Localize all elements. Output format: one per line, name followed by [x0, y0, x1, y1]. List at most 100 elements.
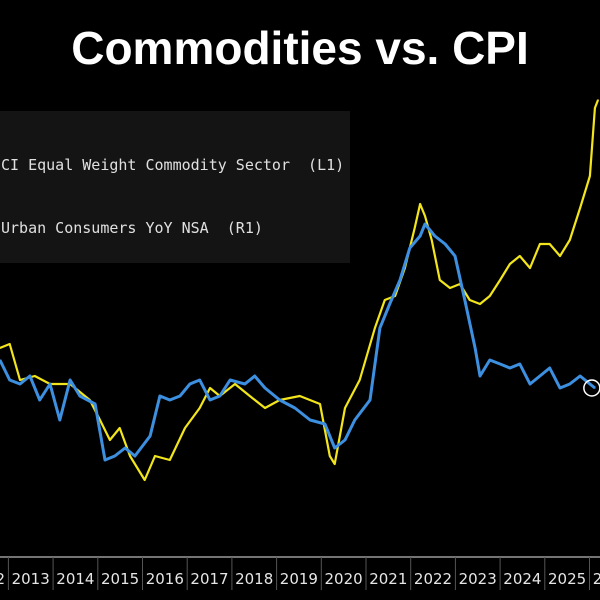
cpi-point	[509, 367, 511, 369]
commodity-point	[248, 395, 251, 397]
cpi-point	[529, 383, 531, 385]
commodity-point	[559, 255, 561, 257]
cpi-point	[324, 423, 326, 425]
commodity-point	[548, 243, 551, 245]
cpi-point	[569, 383, 571, 385]
cpi-point	[499, 363, 501, 365]
commodity-point	[479, 303, 481, 305]
cpi-point	[539, 375, 541, 377]
commodity-point	[499, 279, 501, 281]
commodity-point	[168, 459, 171, 461]
cpi-point	[594, 387, 596, 389]
commodity-point	[424, 215, 426, 217]
commodity-point	[209, 387, 211, 389]
commodity-point	[569, 239, 571, 241]
commodity-point	[234, 383, 236, 385]
cpi-point	[434, 235, 436, 237]
cpi-point	[79, 395, 81, 397]
cpi-point	[309, 419, 311, 421]
commodity-point	[319, 403, 321, 405]
cpi-point	[518, 363, 521, 365]
commodity-point	[489, 295, 491, 297]
commodity-point	[118, 427, 121, 429]
commodity-point	[509, 263, 511, 265]
cpi-point	[168, 399, 171, 401]
legend: CI Equal Weight Commodity Sector (L1) Ur…	[0, 111, 351, 263]
cpi-point	[424, 223, 426, 225]
commodity-point	[129, 455, 131, 457]
commodity-point	[419, 203, 421, 205]
commodity-point	[333, 463, 336, 465]
commodity-point	[594, 107, 596, 109]
commodity-series-line	[0, 99, 600, 482]
commodity-point	[430, 239, 433, 241]
commodity-point	[413, 227, 416, 229]
x-tick-label: 2015	[101, 570, 139, 588]
cpi-point	[159, 395, 161, 397]
commodity-point	[19, 379, 21, 381]
commodity-point	[539, 243, 541, 245]
cpi-point	[278, 399, 281, 401]
commodity-point	[154, 455, 156, 457]
commodity-point	[299, 395, 301, 397]
cpi-point	[29, 375, 31, 377]
x-tick-label: 2019	[280, 570, 318, 588]
cpi-point	[264, 387, 266, 389]
x-tick-label: 2026	[593, 570, 600, 588]
commodity-point	[33, 375, 36, 377]
cpi-point	[333, 447, 336, 449]
commodity-point	[328, 455, 331, 457]
cpi-point	[589, 383, 591, 385]
x-tick-label: 2024	[503, 570, 541, 588]
x-tick-label: 2025	[548, 570, 586, 588]
x-tick-label: 2012	[0, 570, 5, 588]
cpi-point	[104, 459, 106, 461]
legend-entry-cpi: Urban Consumers YoY NSA (R1)	[1, 219, 263, 237]
x-tick-label: 2014	[56, 570, 94, 588]
x-tick-label: 2021	[369, 570, 407, 588]
cpi-point	[179, 395, 181, 397]
commodity-point	[184, 427, 186, 429]
cpi-series-line	[0, 222, 596, 462]
cpi-point	[399, 279, 401, 281]
cpi-point	[474, 347, 476, 349]
commodity-point	[438, 279, 441, 281]
chart-title: Commodities vs. CPI	[71, 22, 529, 74]
cpi-point	[559, 387, 561, 389]
cpi-point	[379, 327, 381, 329]
commodity-point	[468, 299, 471, 301]
cpi-point	[388, 303, 391, 305]
cpi-point	[354, 419, 356, 421]
commodity-point	[358, 379, 361, 381]
commodity-point	[529, 267, 531, 269]
last-point-marker	[583, 379, 600, 397]
cpi-point	[189, 383, 191, 385]
cpi-point	[479, 375, 481, 377]
cpi-point	[209, 399, 211, 401]
cpi-point	[229, 379, 231, 381]
cpi-point	[244, 383, 246, 385]
commodity-point	[143, 479, 146, 481]
cpi-point	[294, 407, 296, 409]
cpi-point	[579, 375, 581, 377]
cpi-point	[59, 419, 61, 421]
commodity-point	[8, 343, 11, 345]
commodity-point	[264, 407, 266, 409]
commodity-point	[109, 439, 111, 441]
commodity-point	[0, 347, 1, 349]
legend-entry-commodity: CI Equal Weight Commodity Sector (L1)	[1, 156, 345, 174]
cpi-point	[454, 255, 456, 257]
x-tick-label: 2022	[414, 570, 452, 588]
x-tick-label: 2016	[146, 570, 184, 588]
cpi-point	[369, 399, 371, 401]
commodity-point	[589, 175, 591, 177]
cpi-point	[463, 299, 466, 301]
cpi-point	[0, 359, 1, 361]
commodity-point	[99, 419, 101, 421]
cpi-point	[113, 455, 116, 457]
cpi-point	[409, 247, 411, 249]
cpi-point	[134, 455, 136, 457]
cpi-point	[344, 439, 346, 441]
cpi-point	[198, 379, 201, 381]
